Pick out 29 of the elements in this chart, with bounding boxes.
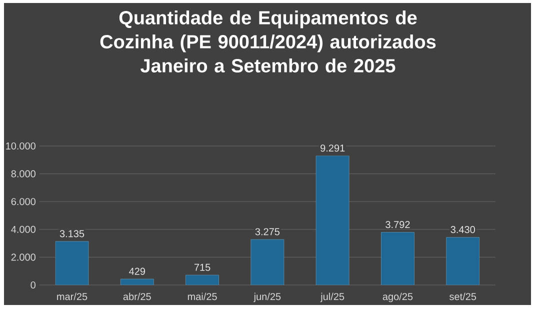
y-tick-label: 4.000 [11, 226, 36, 233]
y-tick-label: 10.000 [6, 142, 36, 150]
x-tick-label: mar/25 [57, 292, 88, 300]
bar [316, 156, 350, 285]
x-tick-label: jul/25 [320, 292, 344, 302]
data-label: 3.430 [450, 226, 475, 234]
data-label: 3.135 [60, 230, 84, 238]
y-tick-label: 0 [30, 281, 36, 289]
x-tick-label: ago/25 [382, 292, 413, 302]
y-tick-label: 2.000 [11, 254, 36, 261]
bar [446, 237, 480, 285]
x-tick-label: set/25 [450, 292, 476, 300]
data-label: 429 [129, 268, 146, 275]
y-tick-label: 6.000 [11, 198, 36, 206]
bar [186, 274, 219, 285]
data-label: 9.291 [320, 144, 345, 152]
data-label: 715 [194, 264, 210, 271]
chart-subtitle: Janeiro a Setembro de 2025 [140, 58, 396, 72]
bar [250, 239, 284, 285]
bar [120, 278, 154, 285]
x-tick-label: jun/25 [254, 292, 281, 302]
x-tick-label: mai/25 [188, 292, 217, 300]
chart-title: Quantidade de Equipamentos de Cozinha (PE 90011/2024) autorizados [100, 10, 436, 52]
x-tick-label: abr/25 [123, 292, 151, 300]
y-tick-label: 8.000 [11, 170, 36, 178]
data-label: 3.275 [255, 228, 280, 236]
data-label: 3.792 [386, 221, 410, 228]
bar [381, 232, 414, 285]
bar [55, 241, 89, 285]
